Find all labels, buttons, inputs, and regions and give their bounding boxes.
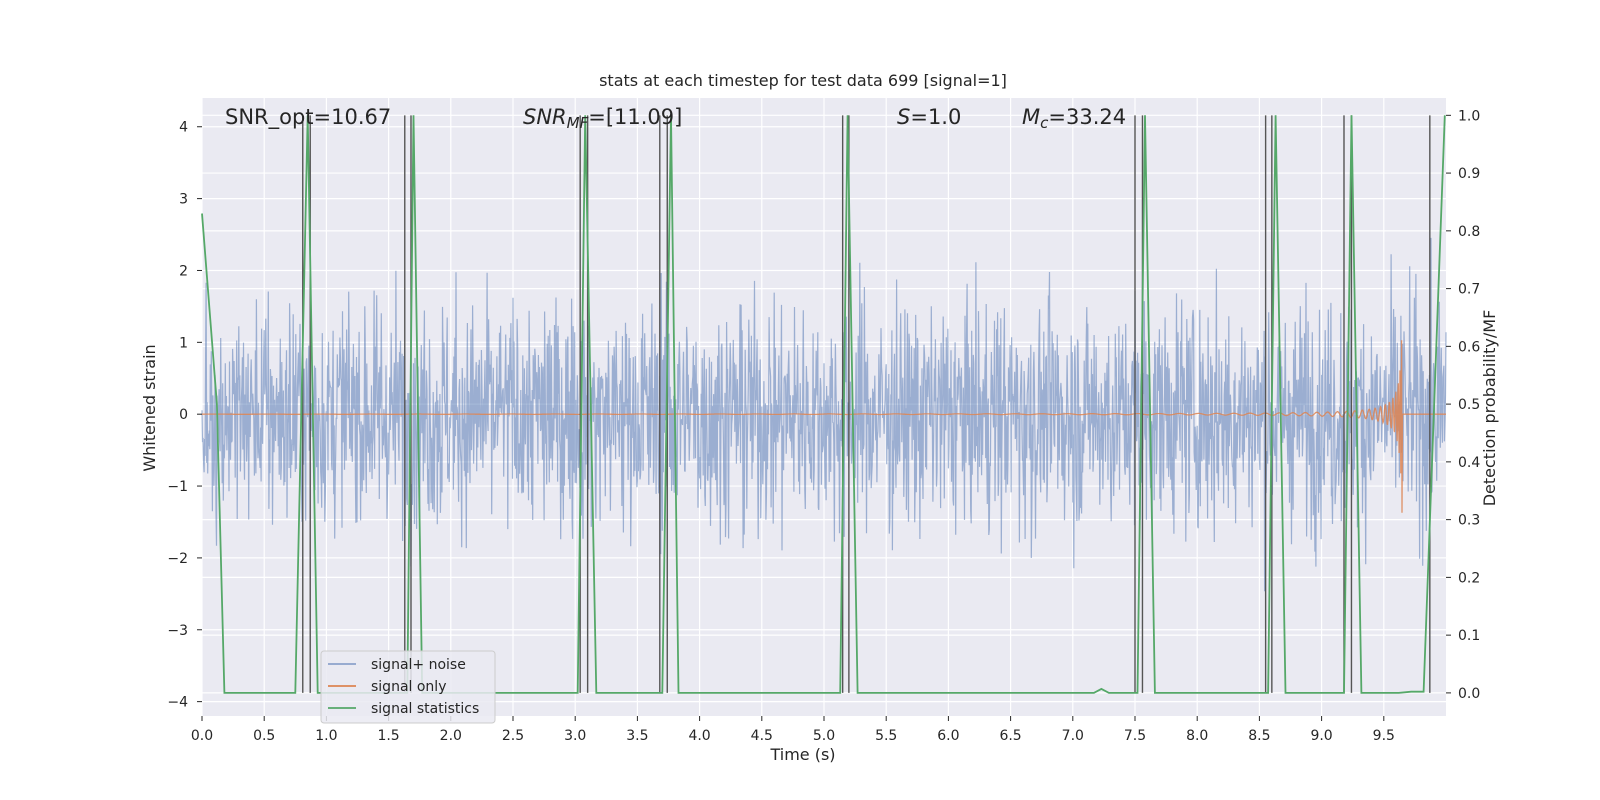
- y-tick-label: 1: [179, 335, 188, 351]
- x-tick-label: 6.5: [999, 728, 1021, 744]
- x-axis-ticks: 0.0 0.5 1.0 1.5 2.0 2.5 3.0 3.5 4.0 4.5 5.0 5.5 6.0 6…: [191, 716, 1395, 744]
- y2-tick-label: 0.3: [1458, 513, 1480, 529]
- annotation-s: S=1.0: [897, 105, 961, 129]
- x-tick-label: 9.0: [1310, 728, 1332, 744]
- y-tick-label: 3: [179, 192, 188, 208]
- x-tick-label: 1.0: [315, 728, 337, 744]
- y-tick-label: 4: [179, 120, 188, 136]
- annotation-mc-sub: c: [1040, 114, 1049, 132]
- y2-tick-label: 0.1: [1458, 628, 1480, 644]
- y-tick-label: 2: [179, 263, 188, 279]
- annotation-s-value: =1.0: [910, 105, 961, 129]
- x-tick-label: 5.0: [813, 728, 835, 744]
- annotation-snr-opt: SNR_opt=10.67: [225, 105, 391, 130]
- legend-label-signal: signal only: [371, 679, 446, 695]
- x-tick-label: 3.0: [564, 728, 586, 744]
- legend-label-noise: signal+ noise: [371, 657, 466, 673]
- y2-tick-label: 1.0: [1458, 108, 1480, 124]
- y2-tick-label: 0.6: [1458, 339, 1480, 355]
- annotation-mc: Mc=33.24: [1022, 105, 1126, 132]
- x-tick-label: 8.0: [1186, 728, 1208, 744]
- x-tick-label: 2.5: [502, 728, 524, 744]
- y-tick-label: 0: [179, 407, 188, 423]
- y2-tick-label: 0.0: [1458, 686, 1480, 702]
- x-tick-label: 8.5: [1248, 728, 1270, 744]
- x-tick-label: 5.5: [875, 728, 897, 744]
- y2-axis-label: Detection probability/MF: [1480, 310, 1499, 507]
- annotation-snr-mf-sub: MF: [567, 114, 589, 132]
- x-tick-label: 7.0: [1062, 728, 1084, 744]
- x-tick-label: 0.5: [253, 728, 275, 744]
- y-tick-label: −2: [167, 551, 188, 567]
- y2-tick-label: 0.2: [1458, 570, 1480, 586]
- x-tick-label: 9.5: [1373, 728, 1395, 744]
- legend-label-stats: signal statistics: [371, 701, 479, 717]
- y2-tick-label: 0.4: [1458, 455, 1480, 471]
- y-axis-label: Whitened strain: [140, 344, 159, 471]
- y-tick-label: −1: [167, 479, 188, 495]
- chart-title: stats at each timestep for test data 699…: [599, 71, 1007, 90]
- legend: signal+ noise signal only signal statist…: [320, 650, 496, 724]
- y-axis-ticks: 4 3 2 1 0 −1 −2 −3 −4: [167, 120, 202, 711]
- x-tick-label: 0.0: [191, 728, 213, 744]
- x-tick-label: 2.0: [440, 728, 462, 744]
- x-tick-label: 1.5: [377, 728, 399, 744]
- y2-tick-label: 0.9: [1458, 166, 1480, 182]
- x-axis-label: Time (s): [769, 745, 835, 764]
- y-tick-label: −3: [167, 623, 188, 639]
- legend-box: [320, 650, 496, 724]
- vertical-markers: [302, 115, 1431, 693]
- y2-tick-label: 0.8: [1458, 224, 1480, 240]
- y2-tick-label: 0.5: [1458, 397, 1480, 413]
- annotation-snr-mf: SNRMF=[11.09]: [523, 105, 682, 132]
- annotation-mc-value: =33.24: [1048, 105, 1126, 129]
- annotation-snr-mf-value: =[11.09]: [588, 105, 682, 129]
- y-tick-label: −4: [167, 695, 188, 711]
- x-tick-label: 6.0: [937, 728, 959, 744]
- series-signal-only: [202, 340, 1446, 513]
- annotation-mc-var: M: [1022, 105, 1040, 129]
- x-tick-label: 7.5: [1124, 728, 1146, 744]
- y2-axis-ticks: 1.0 0.9 0.8 0.7 0.6 0.5 0.4 0.3 0.2 0.1 0.0: [1446, 108, 1480, 702]
- x-tick-label: 4.5: [751, 728, 773, 744]
- y2-tick-label: 0.7: [1458, 282, 1480, 298]
- annotation-s-var: S: [897, 105, 910, 129]
- x-tick-label: 3.5: [626, 728, 648, 744]
- x-tick-label: 4.0: [688, 728, 710, 744]
- annotation-snr-mf-base: SNR: [523, 105, 567, 129]
